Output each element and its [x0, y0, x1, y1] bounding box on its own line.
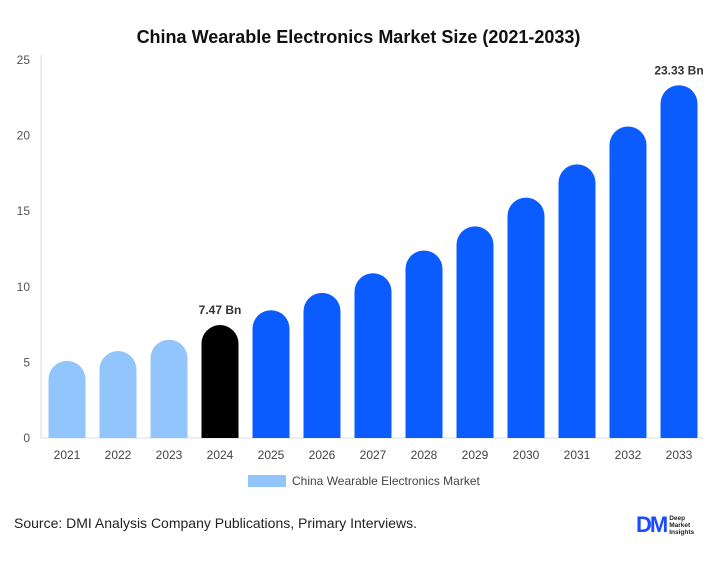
bar-2032: [609, 126, 647, 438]
y-tick-label: 20: [17, 129, 31, 143]
bar-2026: [303, 292, 341, 438]
y-tick-label: 0: [23, 431, 30, 445]
bar-2025: [252, 310, 290, 438]
x-tick-label: 2029: [462, 448, 489, 462]
bar-2029: [456, 226, 494, 438]
legend-swatch: [248, 475, 286, 487]
bar-2024: [201, 325, 239, 438]
legend-label: China Wearable Electronics Market: [292, 474, 481, 488]
bar-2028: [405, 250, 443, 438]
data-label: 7.47 Bn: [199, 303, 242, 317]
y-tick-label: 10: [17, 280, 31, 294]
y-tick-label: 25: [17, 53, 31, 67]
x-tick-label: 2022: [105, 448, 132, 462]
x-tick-label: 2021: [54, 448, 81, 462]
bar-2033: [660, 85, 698, 438]
logo-text: Deep Market Insights: [669, 514, 695, 536]
x-tick-label: 2031: [564, 448, 591, 462]
bar-2022: [99, 351, 137, 438]
y-tick-label: 5: [23, 355, 30, 369]
x-tick-label: 2024: [207, 448, 234, 462]
x-tick-label: 2027: [360, 448, 387, 462]
x-tick-label: 2026: [309, 448, 336, 462]
logo-mark: DM: [636, 512, 668, 537]
logo: DM Deep Market Insights: [636, 512, 694, 538]
data-label: 23.33 Bn: [654, 63, 703, 77]
bar-2021: [48, 360, 86, 438]
y-tick-label: 15: [17, 204, 31, 218]
source-note: Source: DMI Analysis Company Publication…: [14, 515, 418, 531]
x-tick-label: 2033: [666, 448, 693, 462]
bar-2023: [150, 339, 188, 438]
bar-2030: [507, 197, 545, 438]
bar-2027: [354, 273, 392, 438]
x-tick-label: 2025: [258, 448, 285, 462]
x-tick-label: 2032: [615, 448, 642, 462]
x-tick-label: 2030: [513, 448, 540, 462]
bar-2031: [558, 164, 596, 438]
x-tick-label: 2028: [411, 448, 438, 462]
chart-title: China Wearable Electronics Market Size (…: [136, 27, 581, 47]
x-tick-label: 2023: [156, 448, 183, 462]
